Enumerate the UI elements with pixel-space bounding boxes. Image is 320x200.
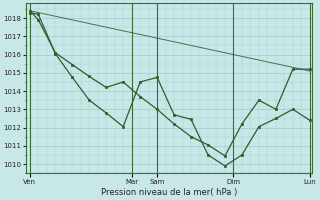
X-axis label: Pression niveau de la mer( hPa ): Pression niveau de la mer( hPa ) <box>101 188 237 197</box>
